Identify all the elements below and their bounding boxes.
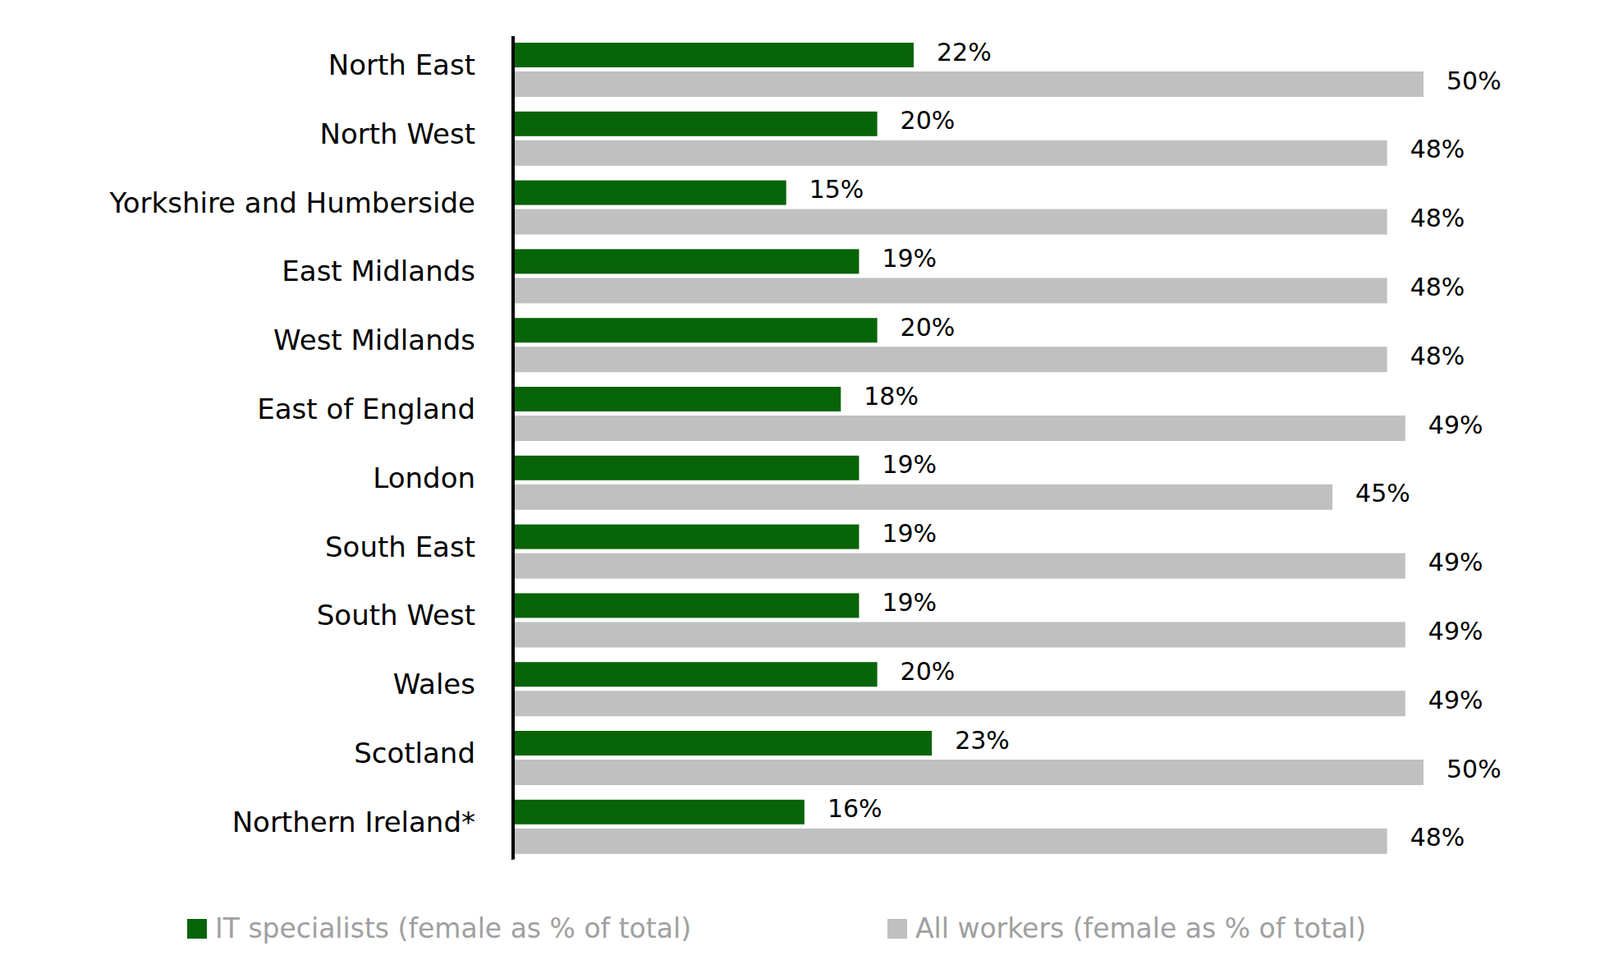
data-label: 49% (1428, 410, 1484, 440)
bar (513, 484, 1333, 510)
legend-label: IT specialists (female as % of total) (215, 912, 692, 945)
category-label: Northern Ireland* (232, 805, 476, 839)
bar (513, 209, 1388, 235)
axis-line (511, 36, 515, 860)
category-label: North East (328, 48, 476, 82)
bar (513, 730, 932, 756)
bar (513, 524, 859, 550)
bar (513, 661, 878, 687)
data-label: 50% (1446, 754, 1502, 784)
data-label: 20% (900, 656, 956, 686)
bar (513, 42, 914, 68)
category-label: Yorkshire and Humberside (108, 186, 476, 220)
category-label: North West (320, 117, 477, 151)
category-label: South East (325, 530, 476, 564)
bar (513, 415, 1406, 441)
data-label: 48% (1410, 341, 1466, 371)
data-label: 19% (881, 587, 937, 617)
data-label: 48% (1410, 272, 1466, 302)
axis-range (513, 859, 1424, 861)
category-label: East of England (256, 392, 476, 426)
legend-swatch (887, 918, 908, 939)
bar (513, 759, 1424, 785)
bar (513, 180, 787, 206)
bars (513, 42, 1424, 854)
bar (513, 592, 859, 618)
bar (513, 799, 805, 825)
data-label: 49% (1428, 616, 1484, 646)
data-label: 45% (1355, 478, 1411, 508)
data-label: 22% (936, 37, 992, 67)
category-label: South West (316, 598, 476, 632)
bar (513, 553, 1406, 579)
data-label: 18% (863, 381, 919, 411)
data-label: 23% (954, 725, 1010, 755)
category-label: East Midlands (281, 254, 476, 288)
bar (513, 111, 878, 137)
bar (513, 71, 1424, 97)
data-label: 19% (881, 243, 937, 273)
data-label: 16% (827, 793, 883, 823)
bar (513, 455, 859, 481)
category-label: London (372, 461, 476, 495)
legend-label: All workers (female as % of total) (915, 912, 1367, 945)
bar (513, 248, 859, 274)
legend-swatch (187, 918, 207, 939)
data-label: 49% (1428, 547, 1484, 577)
bar (513, 346, 1388, 372)
bar (513, 386, 841, 412)
bar (513, 828, 1388, 854)
chart: North East 22% 50% North West 20% 48% Yorkshir… (0, 0, 1600, 960)
data-label: 48% (1410, 822, 1466, 852)
category-label: Scotland (353, 736, 476, 770)
data-label: 19% (881, 518, 937, 548)
data-label: 20% (900, 312, 956, 342)
bar (513, 690, 1406, 716)
category-label: West Midlands (273, 323, 476, 357)
data-label: 20% (900, 105, 956, 135)
category-label: Wales (393, 667, 476, 701)
bar (513, 317, 878, 343)
data-label: 48% (1410, 134, 1466, 164)
bar (513, 621, 1406, 647)
data-label: 50% (1446, 66, 1502, 96)
legend: IT specialists (female as % of total) All… (187, 912, 1367, 945)
bar (513, 140, 1388, 166)
data-label: 48% (1410, 203, 1466, 233)
data-label: 19% (881, 449, 937, 479)
data-label: 15% (809, 174, 865, 204)
labels: North East 22% 50% North West 20% 48% Yorkshir… (108, 37, 1501, 853)
bar (513, 277, 1388, 303)
data-label: 49% (1428, 685, 1484, 715)
